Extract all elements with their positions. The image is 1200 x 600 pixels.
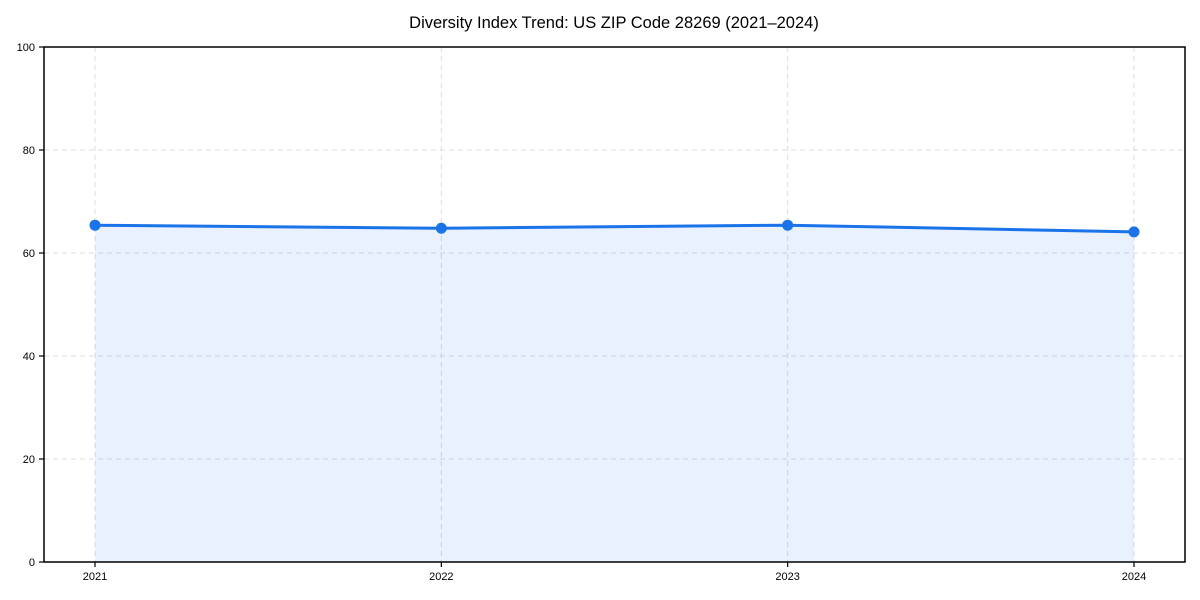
- data-point-marker: [1128, 226, 1140, 238]
- y-tick-label: 100: [17, 42, 35, 54]
- x-tick-label: 2023: [775, 571, 799, 583]
- chart-series: [89, 219, 1140, 562]
- series-line: [93, 223, 1136, 234]
- x-tick-label: 2024: [1122, 571, 1146, 583]
- x-tick-label: 2021: [83, 571, 107, 583]
- y-tick-label: 0: [29, 557, 35, 569]
- y-tick-label: 20: [23, 454, 35, 466]
- x-tick-label: 2022: [429, 571, 453, 583]
- data-point-marker: [89, 219, 101, 231]
- y-tick-label: 40: [23, 351, 35, 363]
- data-point-marker: [782, 219, 794, 231]
- area-fill: [95, 225, 1134, 562]
- axis-tick-labels: 0 20 40 60 80 100 2021 2022 2023 2024: [17, 42, 1147, 583]
- y-tick-label: 60: [23, 248, 35, 260]
- gridlines: [44, 47, 1185, 562]
- axes: [39, 46, 1186, 567]
- plot-border: [43, 46, 1186, 563]
- chart-title: Diversity Index Trend: US ZIP Code 28269…: [409, 14, 819, 32]
- y-tick-label: 80: [23, 145, 35, 157]
- data-point-marker: [435, 222, 447, 234]
